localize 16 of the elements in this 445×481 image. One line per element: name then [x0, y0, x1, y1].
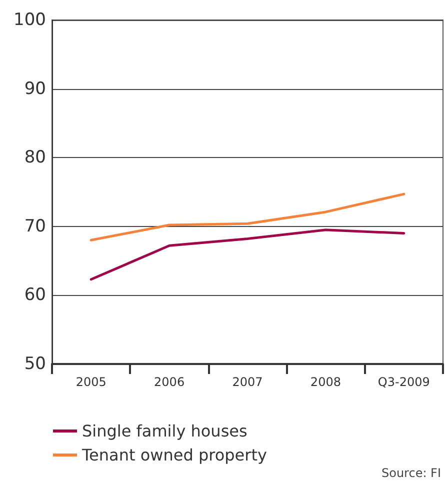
- x-tick-label: Q3-2009: [378, 375, 430, 389]
- x-tick-label: 2005: [76, 375, 106, 389]
- y-tick-label: 60: [24, 285, 46, 306]
- line-series: [90, 192, 406, 242]
- legend-label: Single family houses: [82, 422, 248, 440]
- x-tick-label: 2006: [154, 375, 185, 389]
- y-tick-label: 70: [24, 216, 46, 236]
- x-tick-label: 2008: [310, 375, 341, 389]
- y-tick-label: 90: [24, 78, 46, 99]
- legend-label: Tenant owned property: [81, 446, 267, 464]
- line-series: [90, 228, 406, 281]
- y-tick-label: 100: [14, 10, 46, 30]
- source-note: Source: FI: [381, 466, 441, 480]
- y-tick-label: 80: [24, 148, 46, 168]
- y-tick-label: 50: [24, 354, 46, 374]
- x-tick-label: 2007: [232, 375, 263, 389]
